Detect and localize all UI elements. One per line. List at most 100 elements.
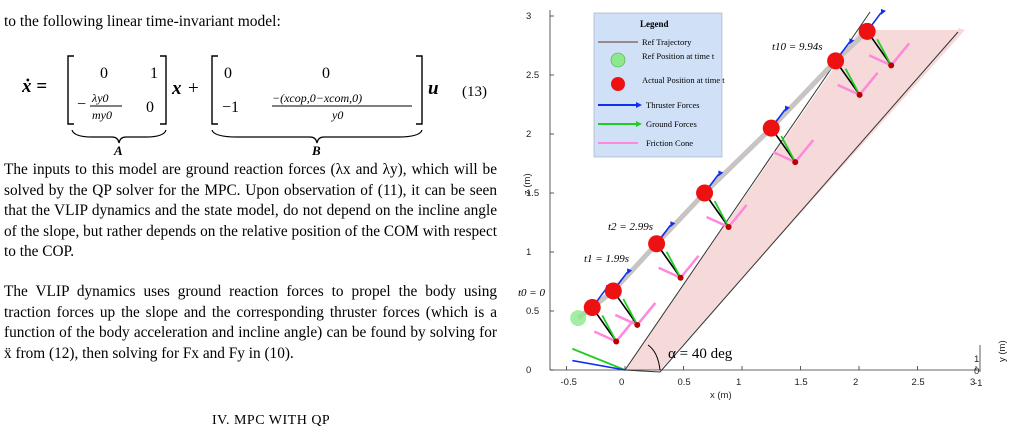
- ground-force-arrow: [876, 38, 892, 66]
- legend: Legend Ref Trajectory Ref Position at ti…: [593, 12, 725, 158]
- svg-text:0: 0: [224, 65, 232, 82]
- legend-item-ground: Ground Forces: [646, 119, 697, 129]
- eq-A-label: A: [113, 143, 123, 155]
- z-axis-ticks: 0 0.5 1 1.5 2 2.5 3: [526, 11, 554, 376]
- friction-cone-edge: [772, 150, 796, 164]
- ground-force-arrow: [601, 315, 618, 342]
- friction-cone-edge: [727, 204, 748, 228]
- svg-text:−: −: [77, 96, 86, 113]
- x-axis-label: x (m): [710, 390, 732, 401]
- svg-text:my0: my0: [92, 108, 112, 122]
- legend-ref-position-swatch: [610, 52, 626, 68]
- z-tick-label: 2.5: [526, 70, 539, 81]
- thruster-arrowhead: [627, 268, 633, 275]
- y-tick-0: 0: [974, 366, 979, 377]
- contact-point: [725, 224, 732, 230]
- x-tick-label: 0: [619, 377, 624, 388]
- legend-item-ref-position: Ref Position at time t: [642, 51, 715, 61]
- slope-angle-label: α = 40 deg: [668, 346, 733, 362]
- time-label-t2: t2 = 2.99s: [608, 221, 653, 233]
- friction-cone-edge: [868, 54, 892, 67]
- x-axis-ticks: -0.5 0 0.5 1 1.5 2 2.5 3: [561, 366, 977, 388]
- svg-text:0: 0: [322, 65, 330, 82]
- paragraph-vlip: The VLIP dynamics uses ground reaction f…: [4, 283, 497, 362]
- thruster-arrowhead: [849, 38, 855, 45]
- legend-item-ref-trajectory: Ref Trajectory: [642, 37, 692, 47]
- z-tick-label: 1.5: [526, 188, 539, 199]
- legend-title: Legend: [640, 19, 669, 29]
- equation-13: ẋ = 0 1 − λy0 my0 0 x + 0 0 −1 −(xcop,0−…: [22, 55, 487, 155]
- paper-text-column: to the following linear time-invariant m…: [0, 0, 500, 428]
- svg-text:1: 1: [150, 65, 158, 82]
- contact-point: [888, 62, 895, 69]
- actual-position-marker: [827, 52, 845, 70]
- ground-force-arrow: [572, 347, 626, 371]
- thruster-arrowhead: [880, 8, 886, 15]
- ref-position-marker: [570, 310, 587, 327]
- x-tick-label: -0.5: [561, 377, 577, 388]
- legend-item-thruster: Thruster Forces: [646, 100, 700, 110]
- actual-position-marker: [696, 184, 714, 202]
- section-heading: IV. MPC WITH QP: [212, 413, 331, 428]
- friction-cone-edge: [890, 42, 911, 67]
- friction-cone-edge: [858, 72, 879, 96]
- thruster-force-arrow: [572, 359, 626, 371]
- z-axis-label: z (m): [522, 173, 533, 195]
- friction-cone-edge: [837, 83, 861, 96]
- slope-simulation-figure: -0.5 0 0.5 1 1.5 2 2.5 3 0 0.5 1 1.5 2 2.5 3 x (m) z …: [518, 8, 1008, 401]
- friction-cone-edge: [679, 254, 700, 279]
- contact-point: [634, 321, 641, 328]
- contact-point: [677, 274, 684, 281]
- x-tick-label: 2: [853, 377, 858, 388]
- actual-position-marker: [648, 235, 666, 253]
- friction-cone-edge: [614, 313, 638, 327]
- actual-position-marker: [604, 282, 622, 300]
- trajectory-layer: [570, 8, 911, 371]
- legend-item-friction: Friction Cone: [646, 138, 693, 148]
- eq-state-vector: x: [171, 78, 182, 99]
- friction-cone-edge: [636, 302, 657, 326]
- actual-position-marker: [858, 22, 876, 40]
- x-tick-label: 3: [970, 377, 975, 388]
- z-tick-label: 1: [526, 247, 531, 258]
- ground-force-arrow: [713, 200, 730, 228]
- z-tick-label: 2: [526, 129, 531, 140]
- eq-input-vector: u: [428, 78, 439, 99]
- y-tick-1: 1: [974, 354, 979, 365]
- eq-number: (13): [462, 84, 487, 100]
- x-tick-label: 2.5: [912, 377, 925, 388]
- legend-actual-position-swatch: [611, 77, 625, 91]
- contact-point: [856, 91, 863, 98]
- y-axis-label: y (m): [997, 340, 1008, 362]
- x-tick-label: 1: [736, 377, 741, 388]
- thruster-arrowhead: [670, 221, 676, 228]
- eq-lhs: ẋ =: [22, 76, 47, 97]
- actual-position-marker: [583, 298, 601, 316]
- time-label-t1: t1 = 1.99s: [584, 253, 629, 265]
- contact-point: [792, 159, 799, 166]
- contact-point: [613, 338, 620, 345]
- ground-force-arrow: [780, 135, 797, 163]
- friction-cone-edge: [706, 215, 730, 229]
- svg-text:0: 0: [100, 65, 108, 82]
- y-tick-neg1: -1: [974, 378, 982, 389]
- friction-cone-edge: [658, 266, 682, 279]
- ground-force-arrow: [844, 68, 861, 96]
- svg-text:y0: y0: [331, 108, 343, 122]
- legend-item-actual-position: Actual Position at time t: [642, 75, 725, 85]
- svg-text:+: +: [188, 78, 199, 99]
- intro-sentence: to the following linear time-invariant m…: [4, 13, 281, 30]
- eq-B-label: B: [311, 143, 321, 155]
- time-label-t10: t10 = 9.94s: [772, 41, 823, 53]
- svg-text:λy0: λy0: [91, 91, 109, 105]
- svg-text:−(xcop,0−xcom,0): −(xcop,0−xcom,0): [272, 91, 362, 105]
- z-tick-label: 3: [526, 11, 531, 22]
- z-tick-label: 0: [526, 365, 531, 376]
- ground-force-arrow: [622, 298, 639, 326]
- friction-cone-edge: [593, 330, 617, 343]
- svg-text:−1: −1: [222, 99, 239, 116]
- x-tick-label: 0.5: [678, 377, 691, 388]
- thruster-arrowhead: [718, 170, 724, 177]
- time-label-t0: t0 = 0: [518, 287, 545, 299]
- svg-text:0: 0: [146, 99, 154, 116]
